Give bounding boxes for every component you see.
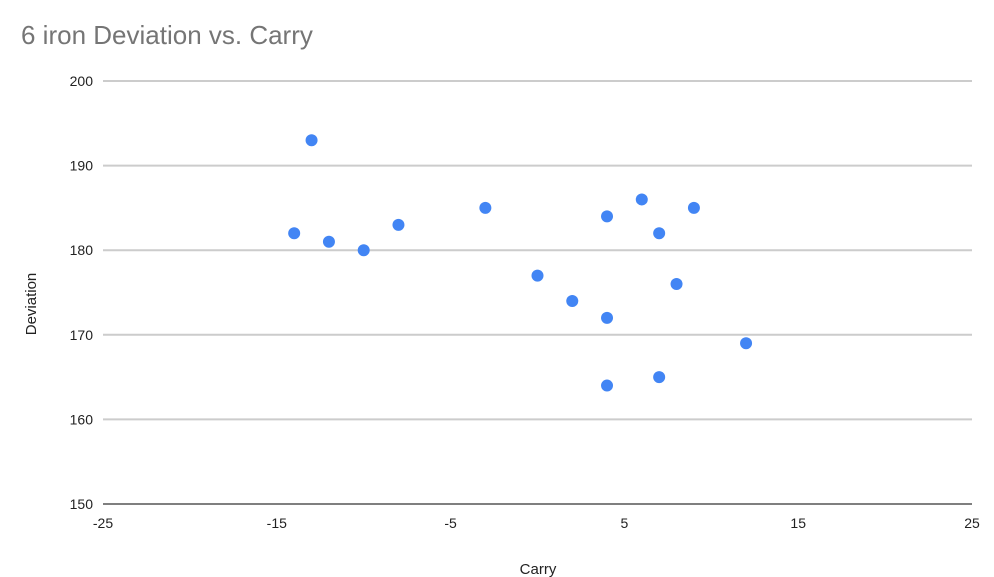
data-point[interactable] bbox=[601, 210, 614, 223]
y-tick-label: 180 bbox=[70, 242, 94, 258]
data-point[interactable] bbox=[392, 218, 405, 231]
data-point[interactable] bbox=[305, 134, 318, 147]
data-point[interactable] bbox=[601, 379, 614, 392]
y-tick-label: 190 bbox=[70, 158, 94, 174]
data-point[interactable] bbox=[601, 311, 614, 324]
chart-title: 6 iron Deviation vs. Carry bbox=[21, 20, 313, 50]
y-tick-label: 160 bbox=[70, 411, 94, 427]
data-point[interactable] bbox=[635, 193, 648, 206]
x-tick-label: 15 bbox=[790, 515, 806, 531]
x-axis-ticks: -25 -15 -5 5 15 25 bbox=[93, 515, 980, 531]
data-point[interactable] bbox=[687, 201, 700, 214]
data-point[interactable] bbox=[531, 269, 544, 282]
y-tick-label: 170 bbox=[70, 327, 94, 343]
grid-lines bbox=[103, 80, 972, 505]
data-point[interactable] bbox=[479, 201, 492, 214]
data-point[interactable] bbox=[653, 227, 666, 240]
y-tick-label: 150 bbox=[70, 496, 94, 512]
data-point[interactable] bbox=[322, 235, 335, 248]
data-point[interactable] bbox=[740, 337, 753, 350]
data-point[interactable] bbox=[357, 244, 370, 257]
x-tick-label: -15 bbox=[267, 515, 287, 531]
y-axis-ticks: 150 160 170 180 190 200 bbox=[70, 73, 94, 512]
data-point[interactable] bbox=[566, 294, 579, 307]
x-axis-title: Carry bbox=[520, 561, 557, 577]
x-tick-label: -5 bbox=[444, 515, 457, 531]
x-tick-label: 5 bbox=[621, 515, 629, 531]
y-tick-label: 200 bbox=[70, 73, 94, 89]
x-tick-label: 25 bbox=[964, 515, 980, 531]
data-points bbox=[288, 134, 753, 392]
y-axis-title: Deviation bbox=[23, 273, 40, 336]
data-point[interactable] bbox=[653, 371, 666, 384]
data-point[interactable] bbox=[288, 227, 301, 240]
x-tick-label: -25 bbox=[93, 515, 113, 531]
data-point[interactable] bbox=[670, 278, 683, 291]
